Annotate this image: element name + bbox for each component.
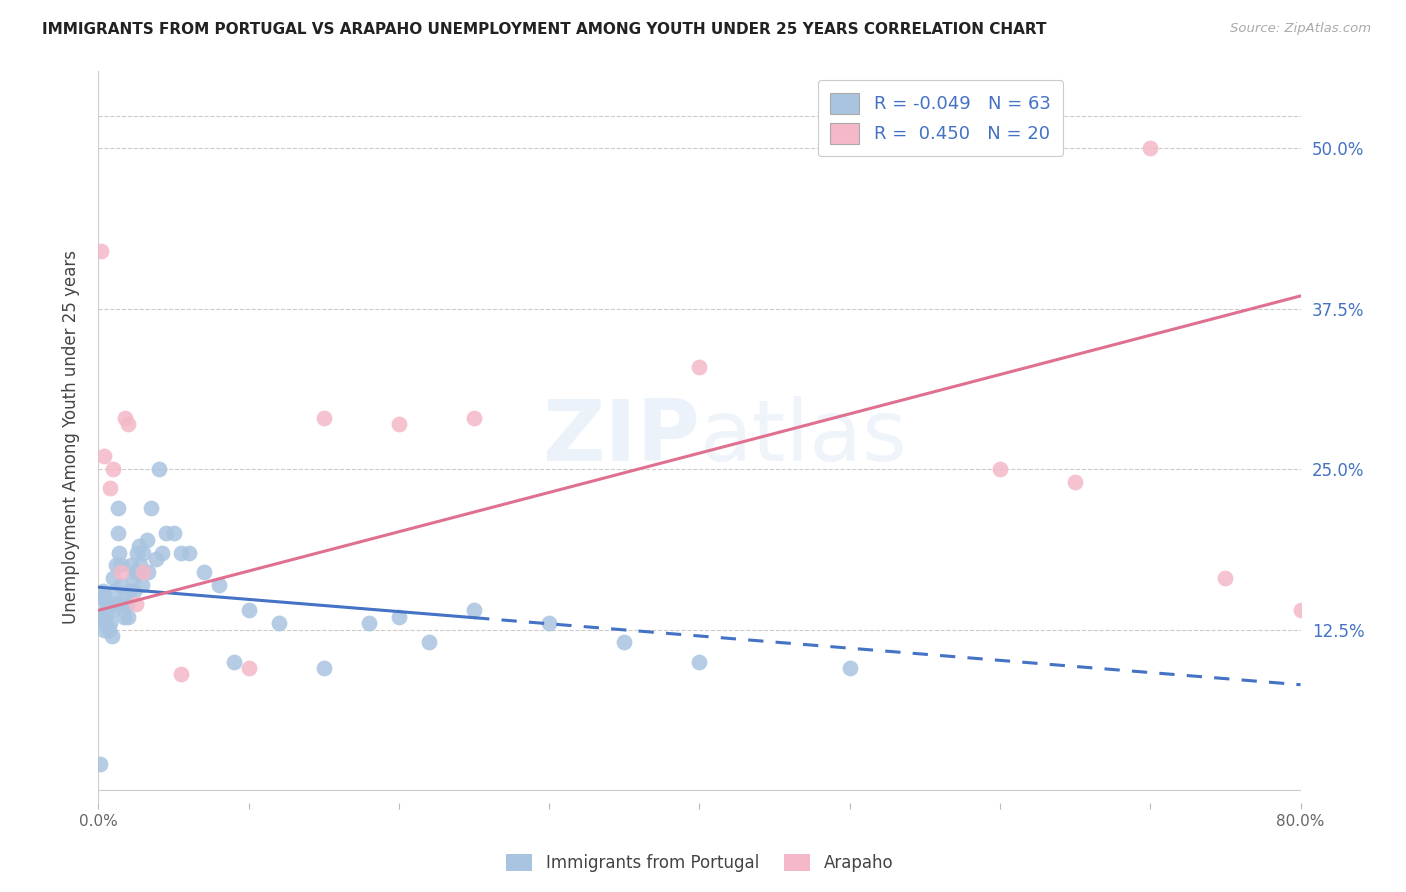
Point — [1215, 571, 1237, 585]
Point — [838, 661, 860, 675]
Point — [139, 500, 162, 515]
Point — [145, 552, 167, 566]
Point — [1139, 141, 1161, 155]
Point — [418, 635, 440, 649]
Point — [89, 757, 111, 772]
Point — [357, 616, 380, 631]
Point — [122, 571, 145, 585]
Point — [101, 629, 124, 643]
Point — [91, 584, 114, 599]
Point — [267, 616, 290, 631]
Point — [222, 655, 245, 669]
Point — [128, 539, 150, 553]
Point — [94, 597, 117, 611]
Point — [238, 603, 260, 617]
Point — [115, 597, 138, 611]
Point — [538, 616, 561, 631]
Point — [131, 577, 153, 591]
Point — [155, 526, 177, 541]
Text: Source: ZipAtlas.com: Source: ZipAtlas.com — [1230, 22, 1371, 36]
Point — [125, 565, 148, 579]
Point — [110, 558, 132, 573]
Point — [100, 482, 122, 496]
Point — [132, 565, 155, 579]
Point — [136, 565, 159, 579]
Point — [93, 450, 115, 464]
Point — [110, 577, 132, 591]
Point — [93, 591, 115, 605]
Point — [94, 616, 117, 631]
Point — [105, 597, 128, 611]
Point — [1289, 603, 1312, 617]
Point — [463, 410, 485, 425]
Point — [105, 558, 128, 573]
Point — [117, 609, 139, 624]
Point — [127, 545, 149, 559]
Point — [988, 462, 1011, 476]
Point — [177, 545, 200, 559]
Point — [103, 571, 125, 585]
Legend: Immigrants from Portugal, Arapaho: Immigrants from Portugal, Arapaho — [499, 847, 900, 879]
Point — [111, 597, 134, 611]
Point — [107, 500, 129, 515]
Point — [103, 462, 125, 476]
Point — [97, 597, 120, 611]
Y-axis label: Unemployment Among Youth under 25 years: Unemployment Among Youth under 25 years — [62, 250, 80, 624]
Point — [110, 565, 132, 579]
Point — [463, 603, 485, 617]
Point — [1064, 475, 1087, 489]
Point — [96, 603, 118, 617]
Text: IMMIGRANTS FROM PORTUGAL VS ARAPAHO UNEMPLOYMENT AMONG YOUTH UNDER 25 YEARS CORR: IMMIGRANTS FROM PORTUGAL VS ARAPAHO UNEM… — [42, 22, 1046, 37]
Point — [112, 609, 135, 624]
Point — [312, 410, 335, 425]
Point — [132, 545, 155, 559]
Point — [125, 597, 148, 611]
Point — [90, 609, 112, 624]
Point — [162, 526, 184, 541]
Point — [108, 545, 131, 559]
Point — [90, 244, 112, 258]
Text: atlas: atlas — [700, 395, 907, 479]
Text: ZIP: ZIP — [541, 395, 700, 479]
Point — [689, 359, 711, 374]
Point — [114, 410, 136, 425]
Point — [689, 655, 711, 669]
Point — [208, 577, 231, 591]
Point — [124, 584, 146, 599]
Point — [129, 558, 152, 573]
Point — [148, 462, 170, 476]
Point — [97, 623, 120, 637]
Point — [93, 623, 115, 637]
Point — [312, 661, 335, 675]
Point — [388, 609, 411, 624]
Point — [170, 545, 193, 559]
Point — [104, 584, 127, 599]
Point — [107, 526, 129, 541]
Point — [114, 591, 136, 605]
Point — [613, 635, 636, 649]
Point — [388, 417, 411, 432]
Point — [91, 609, 114, 624]
Point — [193, 565, 215, 579]
Point — [170, 667, 193, 681]
Point — [238, 661, 260, 675]
Point — [135, 533, 157, 547]
Point — [118, 584, 141, 599]
Point — [90, 591, 112, 605]
Point — [103, 603, 125, 617]
Point — [121, 558, 143, 573]
Point — [150, 545, 173, 559]
Point — [117, 417, 139, 432]
Point — [100, 616, 122, 631]
